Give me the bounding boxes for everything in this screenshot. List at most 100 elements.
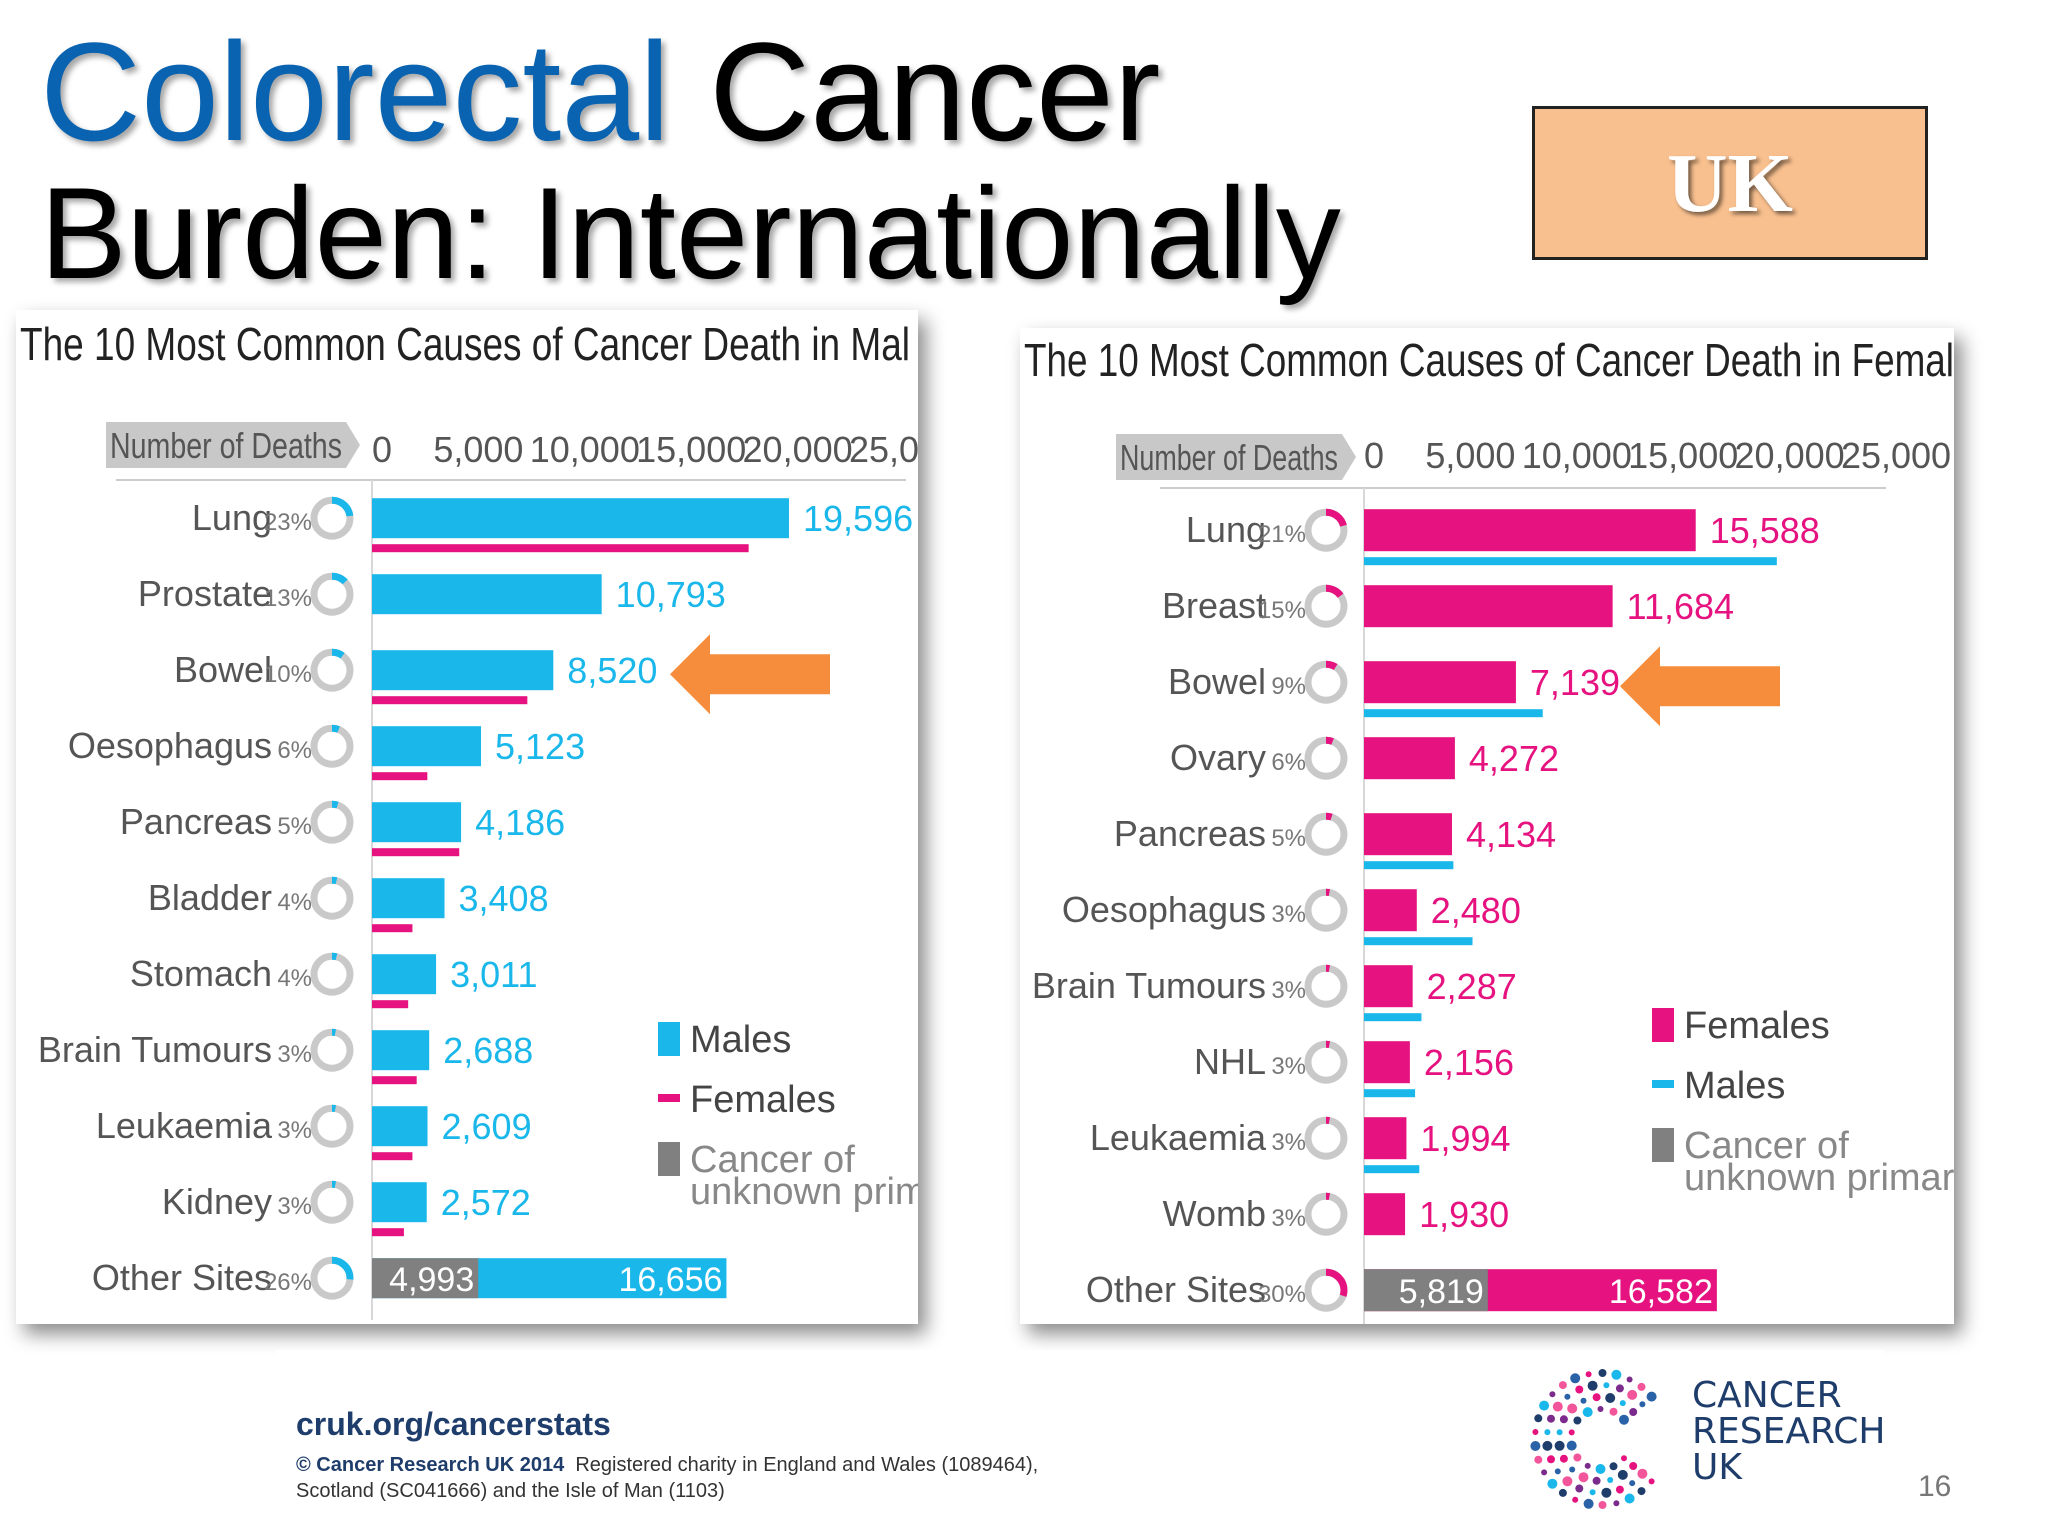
value-label-oesophagus: 5,123 (495, 726, 585, 767)
value-label-prostate: 10,793 (616, 574, 726, 615)
percent-ring-brain-tumours (310, 1028, 354, 1072)
secondary-line-oesophagus (372, 772, 428, 781)
category-label-lung: Lung (1186, 509, 1266, 550)
legend-label-males: Males (1684, 1065, 1785, 1107)
value-label-leukaemia: 1,994 (1420, 1118, 1510, 1159)
logo-dot (1573, 1416, 1582, 1425)
logo-dot (1598, 1501, 1607, 1509)
secondary-line-stomach (372, 1000, 409, 1009)
legend-label-males: Males (690, 1019, 791, 1061)
secondary-line-nhl (1364, 1089, 1416, 1098)
percent-ring-fill-oesophagus (310, 724, 354, 768)
bar-bladder (372, 878, 445, 919)
bar-oesophagus (372, 726, 482, 767)
bar-lung (372, 498, 790, 539)
logo-dot (1589, 1489, 1596, 1496)
percent-ring-nhl (1304, 1040, 1348, 1084)
percent-label-pancreas: 5% (277, 813, 312, 840)
percent-label-other-sites: 26% (264, 1269, 312, 1296)
logo-dot (1615, 1485, 1624, 1494)
logo-dot (1539, 1400, 1550, 1411)
chart-title: The 10 Most Common Causes of Cancer Deat… (20, 318, 910, 370)
page-number: 16 (1918, 1470, 1952, 1503)
percent-label-stomach: 4% (277, 965, 312, 992)
logo-dot (1569, 1466, 1576, 1473)
legend-label-cancer-of-line2: unknown primary (690, 1171, 918, 1213)
legend-label-cancer-of: Cancer of (1684, 1125, 1849, 1167)
axis-label: Number of Deaths (110, 425, 342, 466)
males-deaths-chart: The 10 Most Common Causes of Cancer Deat… (20, 318, 918, 1320)
highlight-arrow-icon (670, 634, 830, 715)
secondary-line-lung (372, 544, 749, 553)
secondary-line-pancreas (1364, 861, 1454, 870)
category-label-other-sites: Other Sites (1086, 1269, 1266, 1310)
logo-dot (1592, 1476, 1601, 1485)
tick-label: 10,000 (1522, 435, 1632, 476)
logo-dot (1580, 1397, 1587, 1404)
secondary-line-brain-tumours (1364, 1013, 1422, 1022)
percent-label-prostate: 13% (264, 585, 312, 612)
logo-dot (1558, 1488, 1567, 1497)
secondary-line-leukaemia (1364, 1165, 1420, 1174)
logo-dot (1554, 1440, 1565, 1451)
axis-label-box (1116, 434, 1356, 480)
percent-label-leukaemia: 3% (277, 1117, 312, 1144)
tick-label: 20,000 (1735, 435, 1845, 476)
percent-ring-fill-kidney (310, 1180, 354, 1224)
legend-swatch-males (658, 1022, 680, 1056)
bar-breast (1364, 585, 1613, 628)
percent-ring-oesophagus (1304, 888, 1348, 932)
secondary-line-pancreas (372, 848, 460, 857)
percent-ring-fill-pancreas (310, 800, 354, 844)
logo-dot (1615, 1384, 1624, 1393)
tick-label: 20,000 (743, 429, 853, 470)
category-label-pancreas: Pancreas (1114, 813, 1266, 854)
males-chart-panel: The 10 Most Common Causes of Cancer Deat… (16, 310, 918, 1324)
logo-dot (1558, 1381, 1567, 1390)
value-label-brain-tumours: 2,688 (443, 1030, 533, 1071)
logo-dot (1564, 1393, 1571, 1400)
value-label-oesophagus: 2,480 (1431, 890, 1521, 931)
percent-label-bladder: 4% (277, 889, 312, 916)
logo-dot (1607, 1477, 1614, 1483)
bar-prostate (372, 574, 602, 615)
unknown-value-label-other-sites: 4,993 (389, 1261, 474, 1299)
logo-dot (1629, 1408, 1638, 1416)
logo-dot (1629, 1462, 1638, 1470)
footer-url[interactable]: cruk.org/cancerstats (296, 1406, 611, 1442)
secondary-line-kidney (372, 1228, 404, 1237)
category-label-bladder: Bladder (148, 877, 272, 918)
category-label-lung: Lung (192, 497, 272, 538)
bar-womb (1364, 1193, 1406, 1236)
logo-dot (1619, 1414, 1629, 1425)
females-chart-panel: The 10 Most Common Causes of Cancer Deat… (1020, 328, 1954, 1324)
tick-label: 5,000 (433, 429, 523, 470)
category-label-other-sites: Other Sites (92, 1257, 272, 1298)
axis-label: Number of Deaths (1120, 437, 1338, 478)
tick-label: 15,000 (1628, 435, 1738, 476)
percent-label-leukaemia: 3% (1271, 1129, 1306, 1156)
logo-dot (1609, 1462, 1618, 1471)
bar-kidney (372, 1182, 427, 1223)
percent-ring-oesophagus (310, 724, 354, 768)
percent-ring-fill-nhl (1304, 1040, 1348, 1084)
value-label-lung: 15,588 (1710, 510, 1820, 551)
footer-charity-line2: Scotland (SC041666) and the Isle of Man … (296, 1480, 725, 1502)
category-label-leukaemia: Leukaemia (1090, 1117, 1267, 1158)
percent-label-ovary: 6% (1271, 749, 1306, 776)
secondary-line-bladder (372, 924, 413, 933)
bar-bowel (1364, 661, 1516, 704)
slide-title: Colorectal Cancer (40, 22, 1161, 162)
category-label-brain-tumours: Brain Tumours (1032, 965, 1266, 1006)
percent-label-oesophagus: 6% (277, 737, 312, 764)
logo-dot (1554, 1468, 1561, 1475)
value-label-kidney: 2,572 (441, 1182, 531, 1223)
value-label-other-sites: 16,656 (618, 1261, 722, 1299)
value-label-other-sites: 16,582 (1609, 1273, 1713, 1311)
category-label-bowel: Bowel (1168, 661, 1266, 702)
highlight-arrow-icon (1620, 646, 1780, 727)
logo-dot (1547, 1455, 1555, 1464)
percent-ring-fill-other-sites (310, 1256, 354, 1300)
percent-ring-fill-bladder (310, 876, 354, 920)
logo-line-uk: UK (1692, 1447, 1742, 1488)
